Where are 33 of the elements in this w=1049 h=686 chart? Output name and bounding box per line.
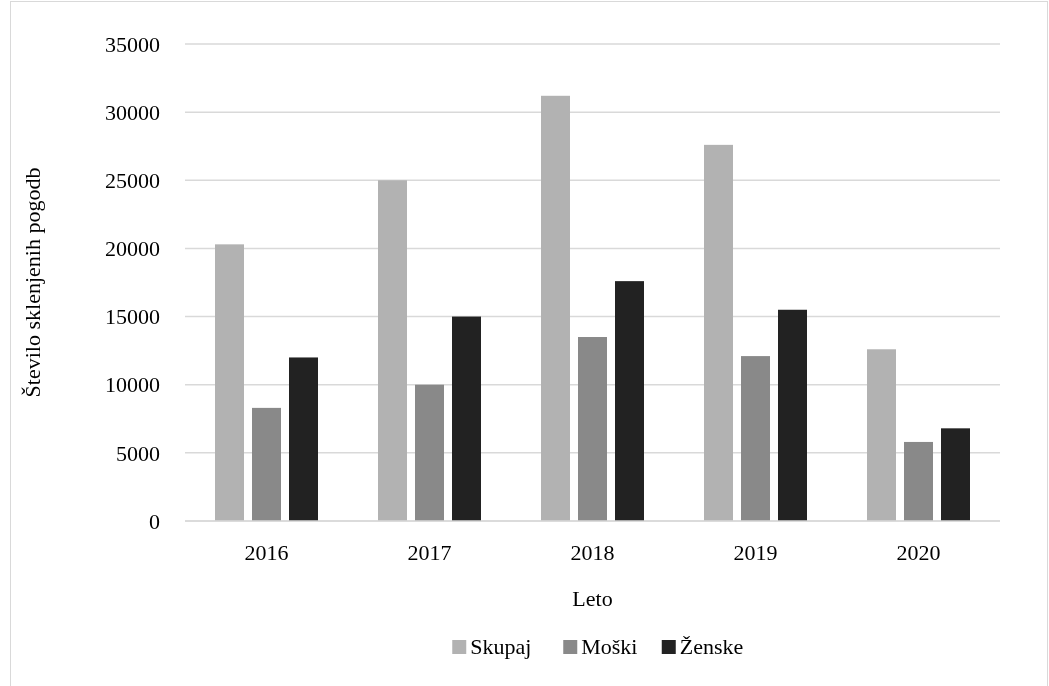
bar	[215, 244, 244, 521]
y-tick-label: 30000	[105, 99, 160, 125]
bar	[704, 144, 733, 521]
y-tick-label: 15000	[105, 304, 160, 330]
y-axis-title: Število sklenjenih pogodb	[20, 167, 45, 398]
y-tick-label: 0	[149, 508, 160, 534]
bar	[541, 95, 570, 521]
bar	[378, 180, 407, 521]
x-axis-title: Leto	[572, 586, 613, 611]
bar	[904, 441, 933, 521]
bar	[289, 357, 318, 521]
legend-label: Ženske	[679, 634, 744, 659]
bar	[941, 428, 970, 521]
y-tick-label: 20000	[105, 236, 160, 262]
x-tick-label: 2018	[570, 540, 615, 565]
legend-label: Moški	[581, 634, 638, 659]
bar	[741, 356, 770, 521]
x-tick-label: 2016	[244, 540, 289, 565]
y-tick-label: 35000	[105, 31, 160, 57]
bar	[415, 384, 444, 521]
bar	[778, 309, 807, 521]
x-tick-label: 2020	[896, 540, 941, 565]
x-tick-label: 2017	[407, 540, 452, 565]
bar	[578, 337, 607, 521]
bar	[252, 407, 281, 521]
y-tick-label: 5000	[116, 440, 160, 466]
legend-label: Skupaj	[470, 634, 532, 659]
y-tick-label: 25000	[105, 167, 160, 193]
bar	[452, 316, 481, 521]
bar	[615, 281, 644, 521]
x-tick-label: 2019	[733, 540, 778, 565]
y-tick-label: 10000	[105, 372, 160, 398]
bar	[867, 349, 896, 521]
